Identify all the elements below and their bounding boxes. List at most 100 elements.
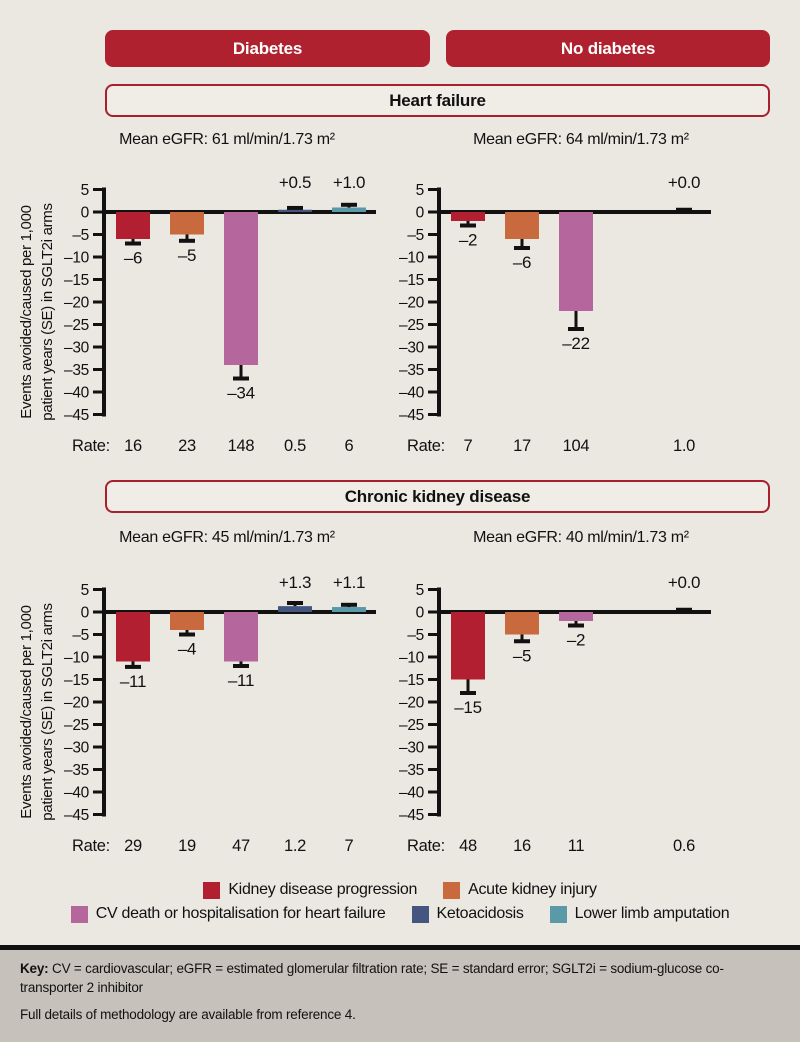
bar-chart-ckd-no-diabetes: 5 0 –5 –10 –15 –20 –25 –30 –35 –40 –45 –15 48 –5 16 –2 1… <box>393 562 715 862</box>
value-label: –11 <box>120 672 146 691</box>
rate-value: 16 <box>124 437 142 455</box>
axis-tick-label: –30 <box>64 740 90 757</box>
rate-row-label: Rate: <box>407 837 445 855</box>
value-label: +1.3 <box>279 573 311 592</box>
bar <box>332 207 366 212</box>
bar <box>505 612 539 635</box>
legend-label: Acute kidney injury <box>468 881 597 898</box>
legend-swatch-icon <box>70 905 88 923</box>
rate-value: 148 <box>228 437 255 455</box>
egfr-label-hf-no-diabetes: Mean eGFR: 64 ml/min/1.73 m² <box>473 131 689 148</box>
group-header-diabetes: Diabetes <box>105 30 430 67</box>
bar <box>116 612 150 662</box>
group-header-no-diabetes: No diabetes <box>446 30 770 67</box>
axis-tick-label: –30 <box>399 740 425 757</box>
bar <box>559 212 593 311</box>
rate-value: 47 <box>232 837 250 855</box>
y-axis-title-line2: patient years (SE) in SGLT2i arms <box>39 603 56 821</box>
axis-tick-label: –45 <box>64 807 89 824</box>
axis-tick-label: –45 <box>399 807 424 824</box>
axis-tick-label: 0 <box>81 605 90 622</box>
axis-tick-label: 5 <box>416 182 424 199</box>
section-header-heart-failure-label: Heart failure <box>389 90 486 110</box>
bar-chart-hf-diabetes: 5 0 –5 –10 –15 –20 –25 –30 –35 –40 –45 –6 16 –5 23 –34 1… <box>58 162 380 462</box>
bar <box>278 606 312 612</box>
bar <box>332 607 366 612</box>
legend-item-cv-death-hhf: CV death or hospitalisation for heart fa… <box>70 905 386 923</box>
axis-tick-label: –20 <box>64 295 90 312</box>
bar <box>451 212 485 221</box>
rate-value: 0.6 <box>673 837 695 855</box>
value-label: +0.0 <box>668 573 700 592</box>
axis-tick-label: –25 <box>399 717 424 734</box>
axis-tick-label: 5 <box>416 582 424 599</box>
value-label: –22 <box>562 334 589 353</box>
bar <box>170 212 204 235</box>
legend-label: CV death or hospitalisation for heart fa… <box>95 905 386 922</box>
bar <box>224 212 258 365</box>
legend-item-lower-limb-amputation: Lower limb amputation <box>549 905 730 923</box>
bar <box>451 612 485 680</box>
rate-value: 7 <box>464 437 473 455</box>
axis-tick-label: 0 <box>81 205 90 222</box>
value-label: +0.0 <box>668 173 700 192</box>
value-label: –2 <box>567 631 585 650</box>
axis-tick-label: –30 <box>399 340 425 357</box>
bar-chart-hf-no-diabetes: 5 0 –5 –10 –15 –20 –25 –30 –35 –40 –45 –2 7 –6 17 –22 10… <box>393 162 715 462</box>
axis-tick-label: –40 <box>64 785 90 802</box>
value-label: –11 <box>228 671 254 690</box>
value-label: –5 <box>178 246 196 265</box>
value-label: –6 <box>124 249 142 268</box>
legend-row-2: CV death or hospitalisation for heart fa… <box>0 905 800 923</box>
axis-tick-label: –5 <box>407 627 424 644</box>
axis-tick-label: –45 <box>399 407 424 424</box>
legend-item-kidney-disease-progression: Kidney disease progression <box>203 881 417 899</box>
axis-tick-label: –25 <box>64 317 89 334</box>
axis-tick-label: –40 <box>399 385 425 402</box>
bar <box>559 612 593 621</box>
footer-key-panel: Key: CV = cardiovascular; eGFR = estimat… <box>0 950 800 1042</box>
y-axis-line <box>437 587 441 817</box>
bar <box>116 212 150 239</box>
egfr-label-ckd-no-diabetes: Mean eGFR: 40 ml/min/1.73 m² <box>473 529 689 546</box>
axis-tick-label: –15 <box>64 272 89 289</box>
chart-canvas: 5 0 –5 –10 –15 –20 –25 –30 –35 –40 –45 –15 48 –5 16 –2 1… <box>399 573 711 855</box>
axis-tick-label: –10 <box>64 250 90 267</box>
rate-value: 29 <box>124 837 142 855</box>
rate-value: 16 <box>513 837 531 855</box>
footer-methods-text: Full details of methodology are availabl… <box>20 1006 356 1022</box>
axis-tick-label: –30 <box>64 340 90 357</box>
section-header-heart-failure: Heart failure <box>105 84 770 117</box>
bar <box>170 612 204 630</box>
axis-tick-label: –15 <box>399 272 424 289</box>
legend-swatch-icon <box>549 905 567 923</box>
y-axis-title-line2: patient years (SE) in SGLT2i arms <box>39 203 56 421</box>
axis-tick-label: –10 <box>399 650 425 667</box>
axis-tick-label: –10 <box>399 250 425 267</box>
value-label: –4 <box>178 640 196 659</box>
value-label: –6 <box>513 253 531 272</box>
legend-swatch-icon <box>443 881 461 899</box>
rate-value: 0.5 <box>284 437 306 455</box>
egfr-label-ckd-diabetes: Mean eGFR: 45 ml/min/1.73 m² <box>119 529 335 546</box>
y-axis-title-hf: Events avoided/caused per 1,000 patient … <box>16 162 62 462</box>
bar <box>278 209 312 212</box>
rate-value: 17 <box>513 437 531 455</box>
axis-tick-label: 0 <box>416 205 425 222</box>
y-axis-title-ckd: Events avoided/caused per 1,000 patient … <box>16 562 62 862</box>
value-label: +0.5 <box>279 173 311 192</box>
rate-value: 7 <box>345 837 354 855</box>
footer-key-label: Key: <box>20 961 49 976</box>
axis-tick-label: –25 <box>64 717 89 734</box>
axis-tick-label: –20 <box>399 695 425 712</box>
rate-value: 1.2 <box>284 837 306 855</box>
legend-label: Kidney disease progression <box>228 881 418 898</box>
legend-swatch-icon <box>203 881 221 899</box>
axis-tick-label: –35 <box>399 762 424 779</box>
legend-swatch-icon <box>411 905 429 923</box>
rate-value: 6 <box>345 437 354 455</box>
y-axis-line <box>102 587 106 817</box>
y-axis-line <box>102 187 106 417</box>
value-label: –2 <box>459 231 477 250</box>
legend-label: Lower limb amputation <box>574 905 730 922</box>
